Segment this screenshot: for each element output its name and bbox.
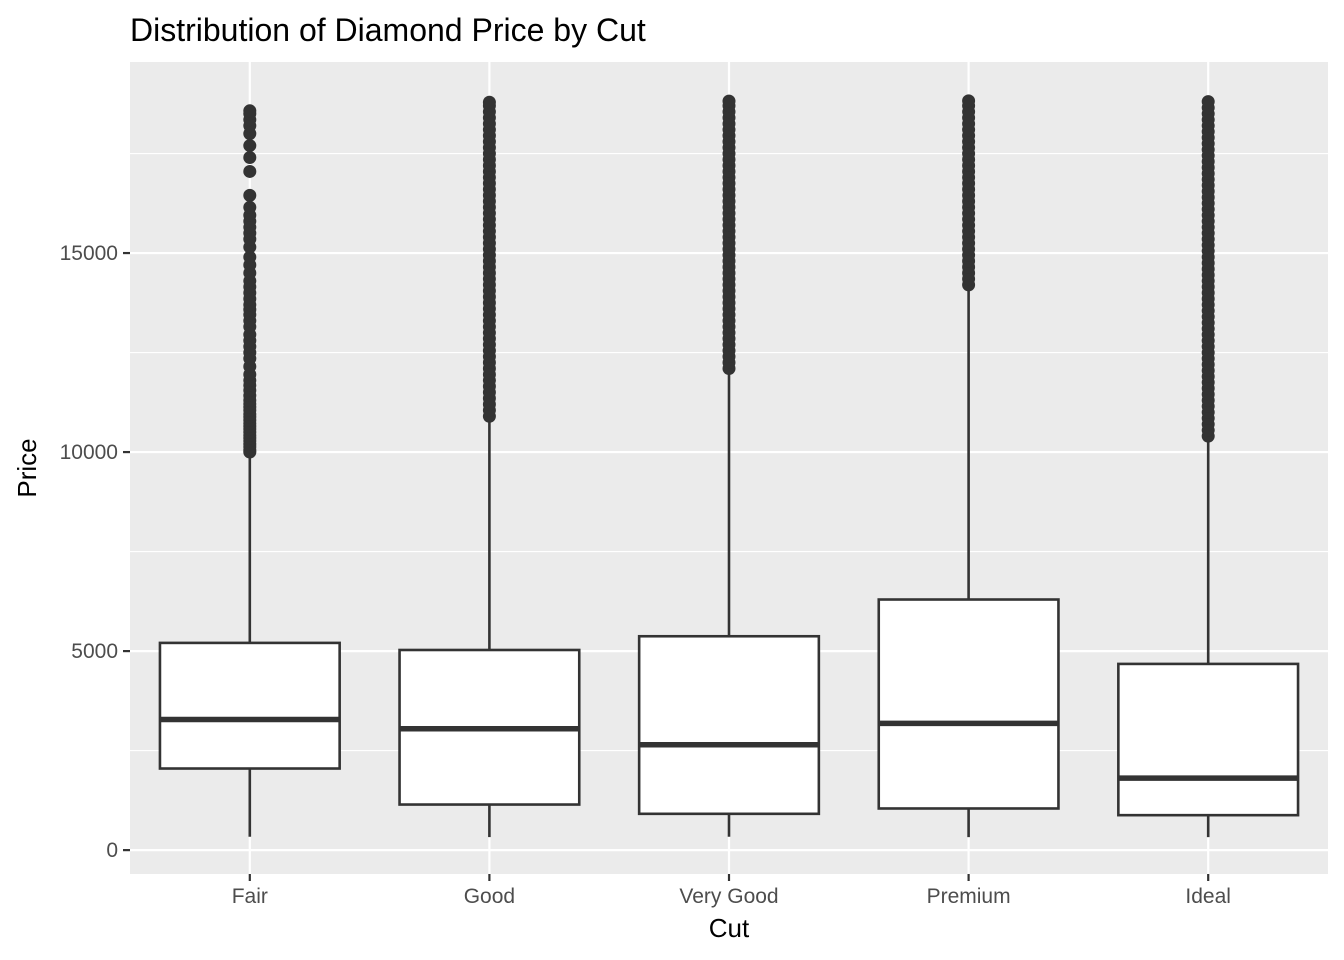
chart-title: Distribution of Diamond Price by Cut	[130, 12, 646, 48]
y-tick-label: 5000	[71, 640, 118, 663]
iqr-box	[637, 634, 821, 816]
outlier-point	[243, 200, 257, 214]
y-tick-label: 0	[106, 839, 118, 862]
outlier-point	[243, 250, 257, 264]
box-series	[158, 94, 1300, 838]
outlier-point	[243, 139, 257, 153]
x-axis: Fair Good Very Good Premium Ideal	[232, 874, 1231, 908]
outlier-point	[243, 188, 257, 202]
outlier-point	[243, 104, 257, 118]
y-tick-label: 10000	[60, 441, 118, 464]
x-tick-label: Ideal	[1185, 885, 1231, 908]
box-fair	[158, 104, 341, 837]
iqr-box	[877, 598, 1060, 810]
box-good	[398, 95, 581, 838]
outlier-point	[243, 151, 257, 165]
iqr-box	[1117, 662, 1300, 817]
iqr-box	[158, 641, 341, 770]
outlier-point	[482, 95, 496, 109]
box-very-good	[637, 94, 821, 837]
y-axis-title: Price	[12, 438, 42, 497]
x-tick-label: Premium	[927, 885, 1011, 908]
y-tick-label: 15000	[60, 242, 118, 265]
x-tick-label: Fair	[232, 885, 268, 908]
x-axis-title: Cut	[709, 913, 750, 943]
box-ideal	[1117, 95, 1300, 838]
outlier-point	[1201, 95, 1215, 109]
x-tick-label: Good	[464, 885, 515, 908]
outlier-point	[243, 164, 257, 178]
outlier-point	[722, 94, 736, 108]
x-tick-label: Very Good	[679, 885, 778, 908]
outlier-point	[962, 94, 976, 108]
box-premium	[877, 94, 1060, 838]
y-axis: 0 5000 10000 15000	[60, 242, 130, 862]
